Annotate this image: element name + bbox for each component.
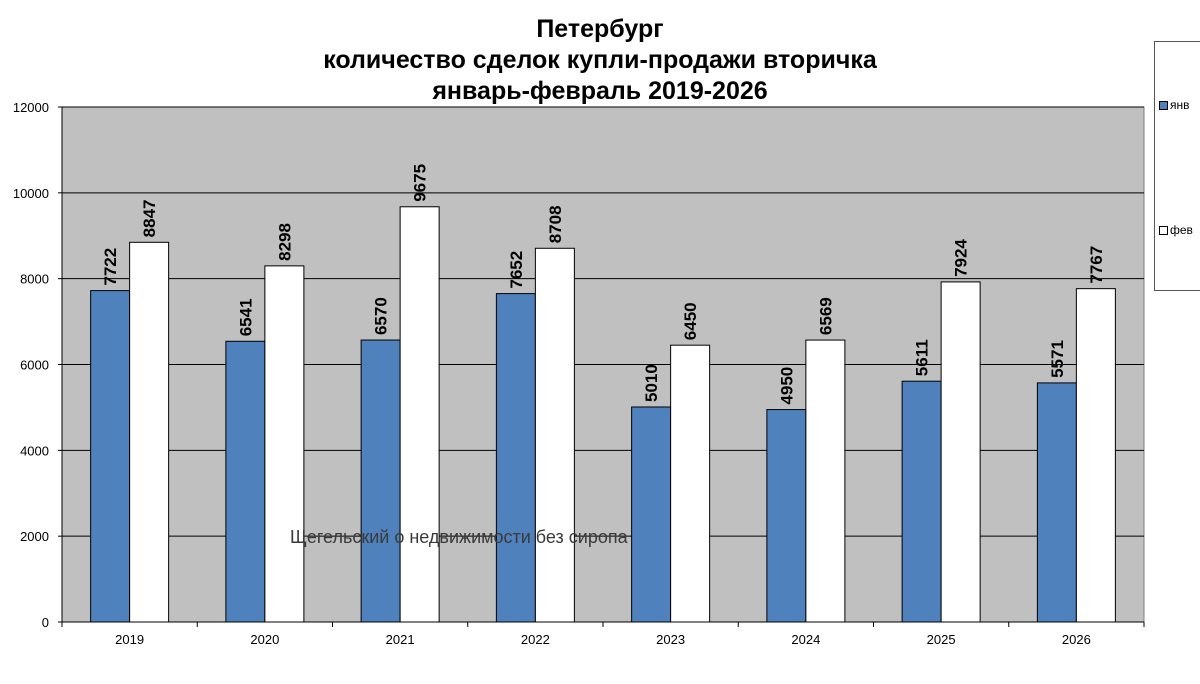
data-label: 9675 [411, 164, 430, 202]
x-tick-label: 2019 [115, 632, 144, 647]
chart-title: Петербург количество сделок купли-продаж… [0, 14, 1200, 107]
y-tick-label: 2000 [20, 529, 49, 544]
legend-label-jan: янв [1170, 98, 1190, 112]
chart-title-line-2: количество сделок купли-продажи вторичка [323, 46, 877, 74]
bar-jan [901, 380, 942, 623]
bar-feb [534, 247, 575, 623]
bar-jan [766, 409, 807, 623]
data-label: 5010 [642, 364, 661, 402]
data-label: 6570 [372, 297, 391, 335]
legend-swatch-feb [1159, 225, 1168, 235]
watermark-text: Щегельский о недвижимости без сиропа [290, 527, 628, 547]
bar-feb [264, 265, 305, 623]
bar-jan [1036, 382, 1077, 623]
y-tick-label: 4000 [20, 443, 49, 458]
y-tick-label: 12000 [13, 100, 49, 115]
x-tick-label: 2026 [1062, 632, 1091, 647]
x-tick-label: 2025 [927, 632, 956, 647]
bar-jan [90, 290, 131, 623]
y-tick-label: 8000 [20, 272, 49, 287]
legend-label-feb: фев [1170, 223, 1193, 237]
bar-feb [940, 281, 981, 623]
data-label: 4950 [777, 367, 796, 405]
data-label: 8847 [140, 199, 159, 237]
bar-feb [670, 344, 711, 623]
bar-feb [805, 339, 846, 623]
data-label: 8708 [546, 205, 565, 243]
data-label: 7767 [1087, 246, 1106, 284]
chart-title-line-3: январь-февраль 2019-2026 [432, 77, 768, 105]
chart-legend: янв фев [1154, 41, 1200, 291]
chart-title-line-1: Петербург [536, 15, 664, 43]
data-label: 7924 [952, 239, 971, 277]
y-tick-label: 0 [42, 615, 49, 630]
y-tick-label: 6000 [20, 358, 49, 373]
bar-jan [631, 406, 672, 623]
x-tick-label: 2020 [250, 632, 279, 647]
bar-feb [129, 241, 170, 623]
data-label: 7722 [101, 248, 120, 286]
data-label: 5611 [913, 339, 932, 376]
data-label: 6450 [681, 302, 700, 340]
data-label: 6569 [816, 297, 835, 335]
legend-item-jan: янв [1159, 98, 1190, 112]
x-tick-label: 2024 [791, 632, 820, 647]
x-tick-label: 2021 [386, 632, 415, 647]
x-tick-label: 2023 [656, 632, 685, 647]
bar-jan [495, 293, 536, 623]
data-label: 5571 [1048, 340, 1067, 378]
legend-item-feb: фев [1159, 223, 1193, 237]
bar-feb [1075, 288, 1116, 623]
legend-swatch-jan [1159, 100, 1168, 110]
data-label: 6541 [236, 298, 255, 336]
data-label: 8298 [275, 223, 294, 261]
bar-jan [225, 340, 266, 623]
bar-jan [360, 339, 401, 623]
x-tick-label: 2022 [521, 632, 550, 647]
data-label: 7652 [507, 251, 526, 289]
bar-feb [399, 206, 440, 623]
y-tick-label: 10000 [13, 186, 49, 201]
